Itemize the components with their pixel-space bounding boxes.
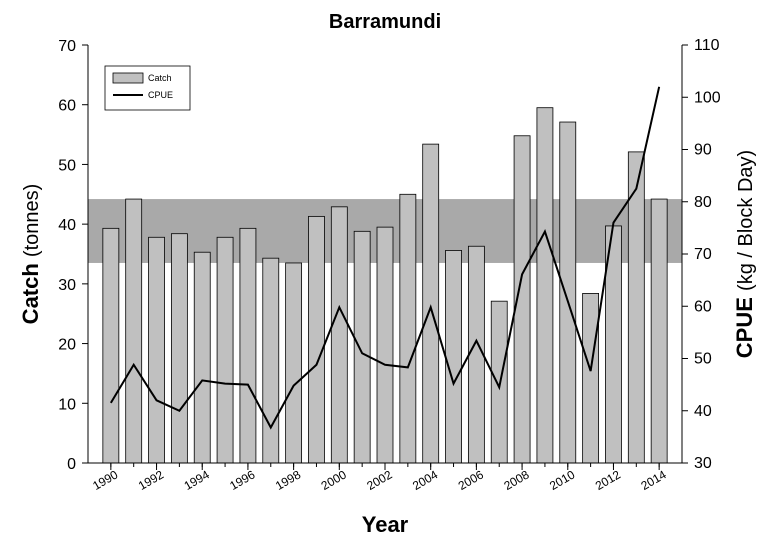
bar xyxy=(422,143,440,464)
x-tick-label: 2002 xyxy=(364,467,394,493)
x-axis-label: Year xyxy=(362,512,409,537)
x-tick-label: 2008 xyxy=(501,467,531,493)
y2-axis-label: CPUE (kg / Block Day) xyxy=(732,150,757,358)
y-tick-label: 40 xyxy=(58,217,76,234)
bar xyxy=(650,198,668,464)
bar xyxy=(285,262,303,464)
y-tick-label: 70 xyxy=(58,38,76,55)
y2-tick-label: 50 xyxy=(694,351,712,368)
x-tick-label: 2014 xyxy=(639,467,669,493)
bar xyxy=(170,233,188,464)
legend-label: CPUE xyxy=(148,90,173,100)
bar xyxy=(216,236,234,464)
y2-tick-label: 30 xyxy=(694,455,712,472)
x-tick-label: 2010 xyxy=(547,467,577,493)
y-tick-label: 50 xyxy=(58,157,76,174)
x-tick-label: 2004 xyxy=(410,467,440,493)
bar xyxy=(193,251,211,464)
y-tick-label: 0 xyxy=(67,456,76,473)
x-tick-label: 1996 xyxy=(227,467,257,493)
bar xyxy=(330,206,348,464)
bar xyxy=(445,250,462,464)
x-tick-label: 2012 xyxy=(593,467,623,493)
chart-title: Barramundi xyxy=(329,11,441,33)
y2-axis-label-unit: (kg / Block Day) xyxy=(735,150,757,291)
y2-tick-label: 100 xyxy=(694,89,721,106)
x-tick-label: 1990 xyxy=(90,467,120,493)
bar xyxy=(353,230,371,464)
y2-tick-label: 110 xyxy=(694,37,720,54)
y2-tick-label: 90 xyxy=(694,142,712,159)
x-tick-label: 2000 xyxy=(319,467,349,493)
line xyxy=(109,86,661,430)
y-tick-label: 30 xyxy=(58,277,76,294)
bar xyxy=(376,226,394,464)
y2-tick-label: 70 xyxy=(694,246,712,263)
x-tick-label: 2006 xyxy=(456,467,486,493)
y-tick-label: 10 xyxy=(58,396,76,413)
x-tick-label: 1998 xyxy=(273,467,303,493)
bar xyxy=(399,193,417,464)
bar xyxy=(308,215,325,464)
bar xyxy=(536,107,554,464)
y-tick-label: 60 xyxy=(58,98,76,115)
y-axis-label-main: Catch xyxy=(18,263,43,324)
legend-swatch xyxy=(112,72,144,84)
bar xyxy=(102,227,120,464)
y-axis-label-unit: (tonnes) xyxy=(21,184,43,257)
y-axis-label: Catch (tonnes) xyxy=(18,184,43,325)
y-tick-label: 20 xyxy=(58,337,76,354)
y2-tick-label: 80 xyxy=(694,194,712,211)
y2-tick-label: 60 xyxy=(694,298,712,315)
bar xyxy=(490,300,508,464)
y2-axis-label-main: CPUE xyxy=(732,297,757,358)
y2-tick-label: 40 xyxy=(694,403,712,420)
bar xyxy=(467,245,485,464)
bar xyxy=(559,121,577,464)
bar xyxy=(262,257,280,464)
x-tick-label: 1994 xyxy=(182,467,212,493)
bar xyxy=(582,293,600,464)
x-tick-label: 1992 xyxy=(136,467,166,493)
bar xyxy=(148,236,165,464)
bar xyxy=(239,227,257,464)
legend-label: Catch xyxy=(148,73,172,83)
bar xyxy=(125,198,143,464)
